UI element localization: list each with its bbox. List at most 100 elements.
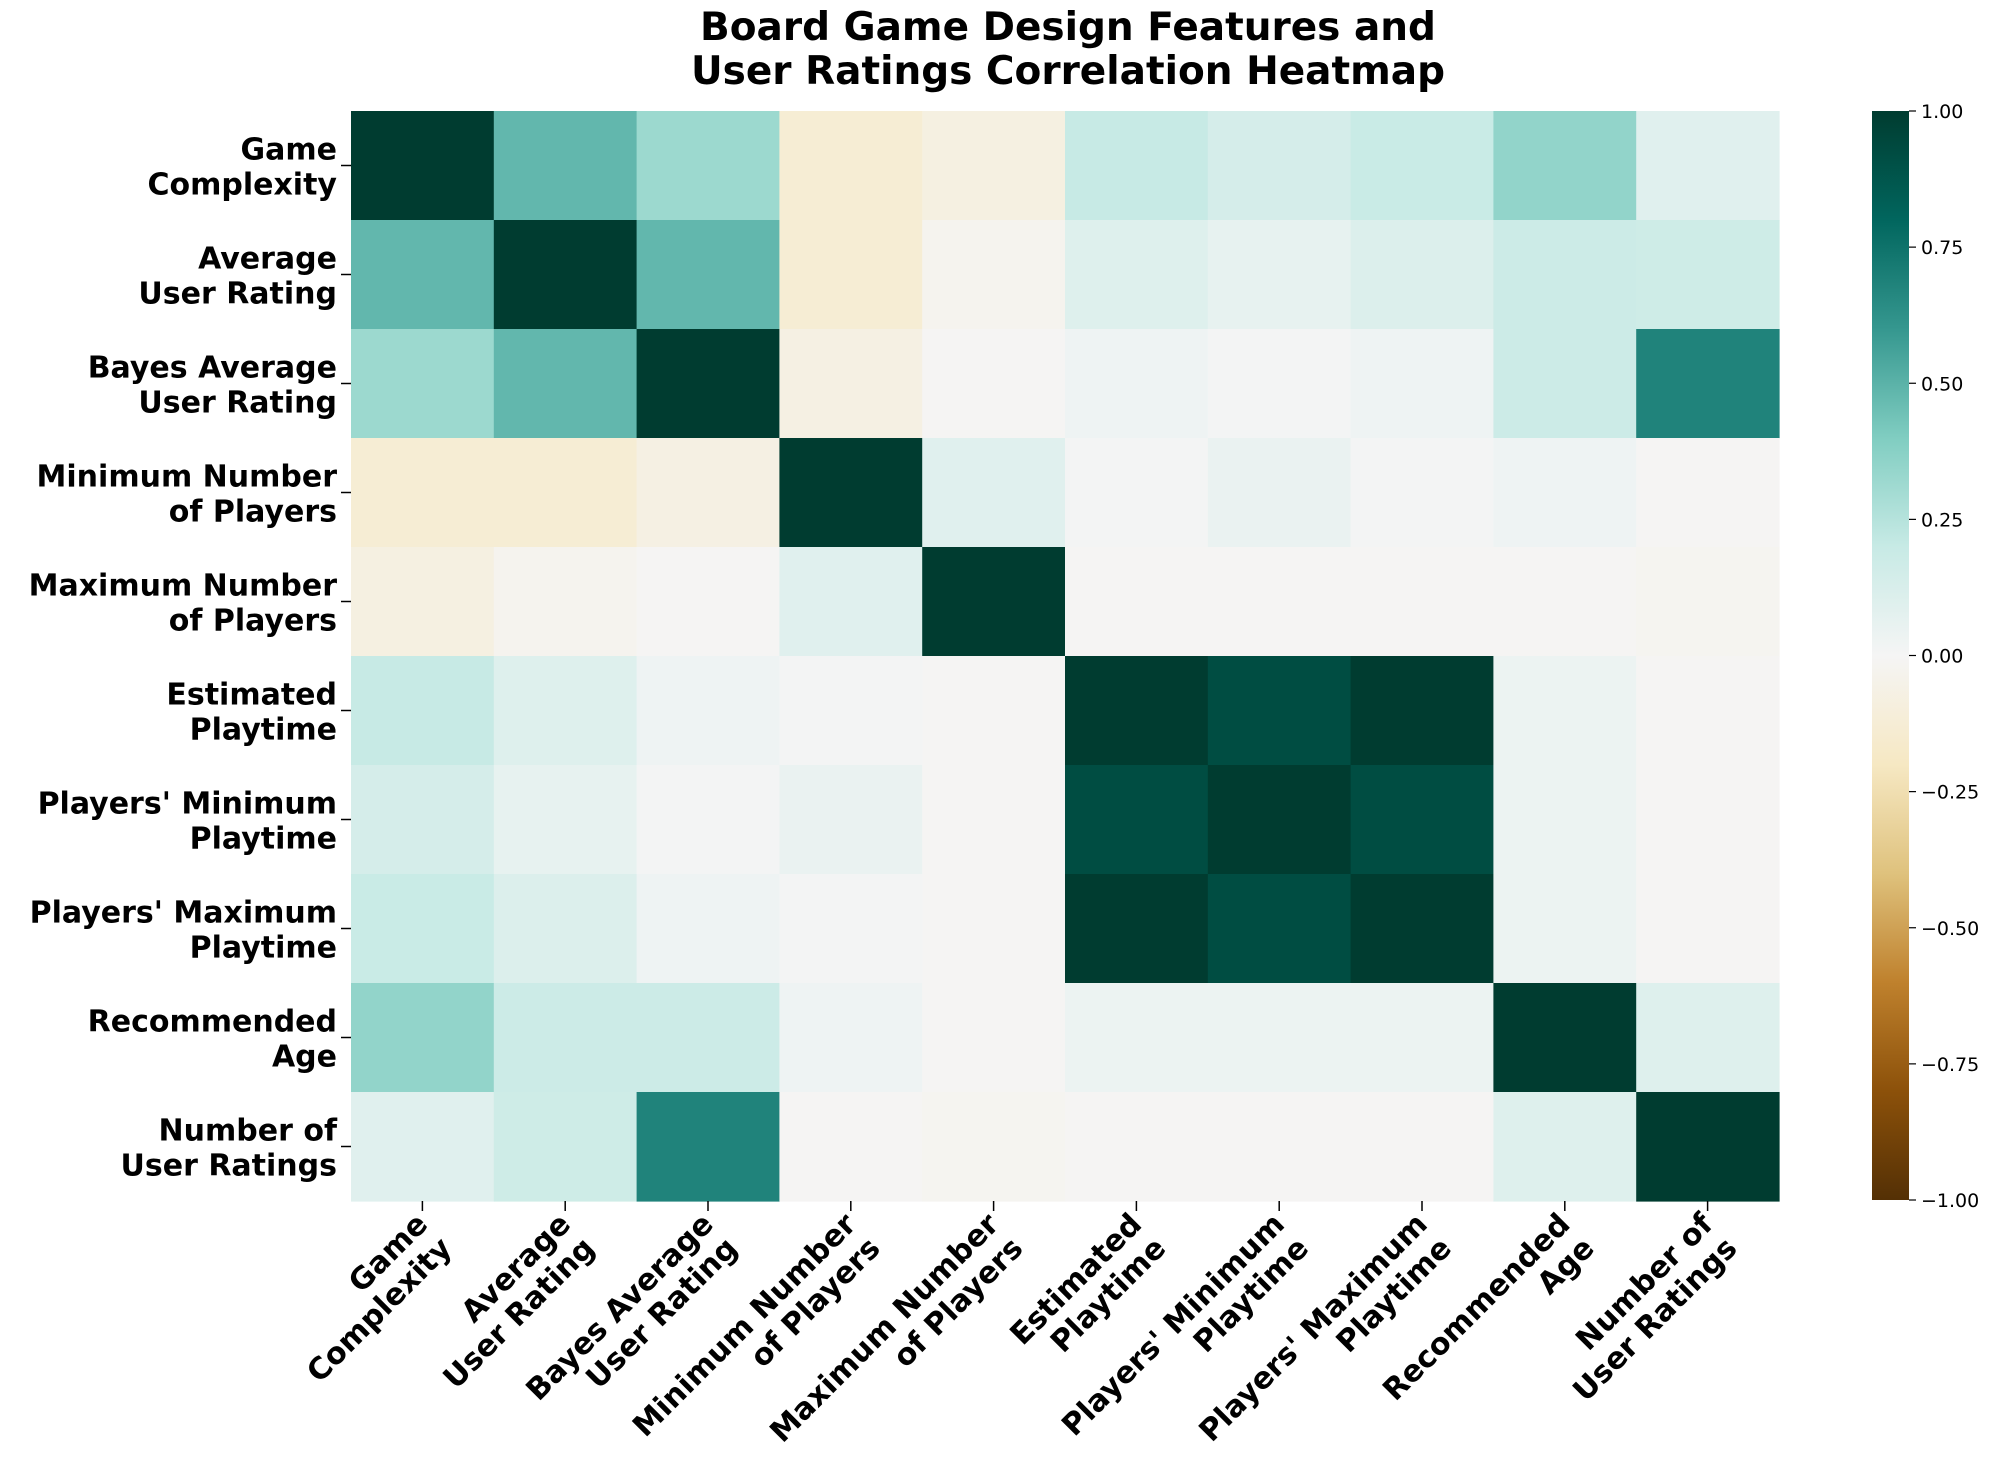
heatmap-cell [922,656,1066,766]
heatmap-cell [636,111,780,221]
y-tick-label: Bayes Average [88,351,337,386]
heatmap-cell [922,220,1066,330]
y-tick-label: Playtime [190,931,337,966]
heatmap-cell [1636,220,1780,330]
heatmap-cell [1065,656,1209,766]
heatmap-cell [1207,983,1352,1093]
heatmap-cell [1207,220,1352,330]
heatmap-cell [1065,983,1209,1093]
heatmap-cell [1207,438,1352,548]
heatmap-cell [636,983,780,1093]
heatmap-cell [1493,329,1637,439]
heatmap-cell [493,220,638,330]
heatmap-cell [351,329,495,439]
heatmap-cell [1350,656,1494,766]
heatmap-cell [1207,765,1352,875]
chart-title-line-2: User Ratings Correlation Heatmap [691,49,1445,94]
heatmap-cell [922,438,1066,548]
heatmap-cell [1065,438,1209,548]
heatmap-cell [1350,765,1494,875]
colorbar-tick-label: −0.75 [1921,1054,1979,1076]
y-tick-label: Complexity [147,168,337,203]
heatmap-cell [1493,765,1637,875]
heatmap-cell [1493,220,1637,330]
heatmap-cell [779,765,923,875]
heatmap-cell [1065,329,1209,439]
heatmap-cell [1065,220,1209,330]
heatmap-cell [779,111,923,221]
heatmap-cell [636,438,780,548]
colorbar-tick-label: −0.50 [1921,918,1979,940]
y-tick-label: Estimated [166,678,337,713]
heatmap-cell [1207,874,1352,984]
heatmap-cell [1065,765,1209,875]
heatmap-cell [922,111,1066,221]
heatmap-cell [493,111,638,221]
heatmap-cell [1350,547,1494,657]
heatmap-cell [1493,547,1637,657]
heatmap-cell [1493,438,1637,548]
y-tick-label: Players' Minimum [38,787,337,822]
heatmap-cell [1350,220,1494,330]
heatmap-cell [351,547,495,657]
y-tick-label: Playtime [190,822,337,857]
heatmap-cell [1350,983,1494,1093]
heatmap-cell [1065,547,1209,657]
colorbar-gradient [1872,111,1909,1200]
heatmap-cell [351,765,495,875]
heatmap-cell [1350,1092,1494,1202]
heatmap-cell [351,220,495,330]
heatmap-cell [636,656,780,766]
heatmap-cell [493,329,638,439]
heatmap-cell [1207,329,1352,439]
heatmap-cell [922,983,1066,1093]
colorbar-tick-label: 0.25 [1921,509,1963,531]
heatmap-cell [1207,1092,1352,1202]
heatmap-cell [351,656,495,766]
heatmap-cell [779,438,923,548]
y-tick-label: User Ratings [121,1149,337,1184]
colorbar-tick-label: 0.50 [1921,373,1963,395]
heatmap-cell [351,438,495,548]
heatmap-cell [1207,547,1352,657]
heatmap-cell [922,1092,1066,1202]
heatmap-cell [636,874,780,984]
heatmap-cell [779,983,923,1093]
y-tick-label: Number of [159,1114,338,1149]
heatmap-cell [351,874,495,984]
heatmap-cell [493,656,638,766]
heatmap-cell [1065,111,1209,221]
heatmap-cell [922,547,1066,657]
heatmap-cell [493,438,638,548]
heatmap-cell [636,547,780,657]
heatmap-cell [1636,329,1780,439]
heatmap-cell [1493,656,1637,766]
heatmap-cell [493,547,638,657]
heatmap-cell [1350,874,1494,984]
heatmap-cell [779,874,923,984]
heatmap-cell [1636,983,1780,1093]
heatmap-cell [779,220,923,330]
heatmap-cell [636,765,780,875]
y-tick-label: User Rating [138,277,337,312]
y-tick-label: Game [241,133,337,168]
heatmap-cells [351,111,1780,1202]
chart-title-line-1: Board Game Design Features and [700,5,1436,50]
heatmap-cell [779,1092,923,1202]
heatmap-cell [1493,111,1637,221]
heatmap-cell [1207,656,1352,766]
heatmap-cell [1636,438,1780,548]
colorbar-tick-label: 1.00 [1921,101,1963,123]
heatmap-cell [1636,1092,1780,1202]
heatmap-cell [1636,765,1780,875]
heatmap-cell [1207,111,1352,221]
heatmap-cell [1636,874,1780,984]
heatmap-cell [351,111,495,221]
y-tick-label: User Rating [138,386,337,421]
y-tick-label: of Players [169,495,337,530]
